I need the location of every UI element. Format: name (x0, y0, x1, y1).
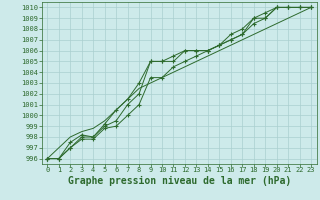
X-axis label: Graphe pression niveau de la mer (hPa): Graphe pression niveau de la mer (hPa) (68, 176, 291, 186)
